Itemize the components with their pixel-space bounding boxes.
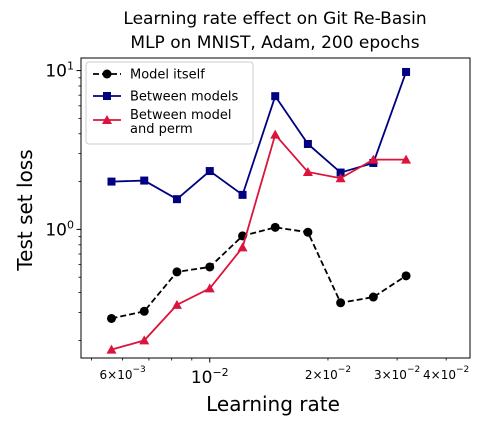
chart-title-line-2: MLP on MNIST, Adam, 200 epochs bbox=[130, 33, 419, 53]
data-point bbox=[271, 92, 280, 101]
series-1 bbox=[106, 222, 411, 323]
data-point bbox=[402, 67, 411, 76]
x-tick-label: 10−2 bbox=[191, 366, 229, 388]
series-line bbox=[111, 226, 407, 320]
data-point bbox=[204, 283, 215, 293]
tick-labels: 10−2 6×10−3 2×10−2 3×10−2 4×10−2 100 101 bbox=[45, 60, 469, 388]
series-line bbox=[111, 71, 407, 201]
data-point bbox=[238, 190, 247, 199]
series-3 bbox=[106, 129, 412, 354]
legend: Model itself Between models Between model a… bbox=[85, 61, 254, 145]
data-point bbox=[303, 139, 312, 148]
data-point bbox=[237, 242, 248, 252]
data-point bbox=[140, 176, 149, 185]
data-point bbox=[106, 344, 117, 354]
legend-label: Between models bbox=[130, 90, 238, 105]
legend-marker bbox=[102, 115, 112, 124]
legend-label: Model itself bbox=[130, 68, 205, 83]
data-point bbox=[172, 267, 182, 277]
legend-entry: Between model and perm bbox=[93, 108, 232, 137]
data-point bbox=[368, 292, 378, 302]
legend-label: Between model and perm bbox=[130, 108, 232, 137]
x-tick-label: 2×10−2 bbox=[305, 365, 351, 382]
chart-title: Learning rate effect on Git Re-Basin MLP… bbox=[123, 9, 426, 53]
data-point bbox=[401, 154, 412, 164]
data-point bbox=[139, 335, 150, 345]
chart-title-line-1: Learning rate effect on Git Re-Basin bbox=[123, 9, 426, 29]
legend-box bbox=[85, 61, 254, 145]
data-point bbox=[172, 195, 181, 204]
data-point bbox=[139, 306, 149, 316]
x-tick-label: 3×10−2 bbox=[374, 365, 420, 382]
data-point bbox=[270, 129, 281, 139]
series-line bbox=[111, 132, 407, 351]
data-point bbox=[171, 299, 182, 309]
data-point bbox=[336, 168, 345, 177]
data-point bbox=[205, 262, 215, 272]
x-tick-label: 4×10−2 bbox=[423, 365, 469, 382]
data-point bbox=[336, 298, 346, 308]
data-point bbox=[106, 313, 116, 323]
legend-entry: Model itself bbox=[93, 68, 205, 83]
legend-entry: Between models bbox=[93, 90, 238, 105]
data-point bbox=[205, 167, 214, 176]
x-axis-label: Learning rate bbox=[206, 392, 340, 416]
plot-area bbox=[80, 57, 471, 359]
y-tick-label: 101 bbox=[45, 60, 74, 82]
data-point bbox=[368, 154, 379, 164]
y-tick-label: 100 bbox=[45, 218, 74, 240]
data-point bbox=[270, 222, 280, 232]
y-axis-label: Test set loss bbox=[13, 149, 37, 271]
minor-ticks bbox=[76, 70, 447, 363]
series-layer bbox=[106, 67, 412, 354]
data-point bbox=[335, 173, 346, 183]
data-point bbox=[303, 227, 313, 237]
data-point bbox=[401, 271, 411, 281]
data-point bbox=[302, 166, 313, 176]
legend-marker bbox=[102, 69, 112, 79]
legend-marker bbox=[103, 92, 111, 100]
x-tick-label: 6×10−3 bbox=[100, 365, 146, 382]
data-point bbox=[107, 177, 116, 186]
